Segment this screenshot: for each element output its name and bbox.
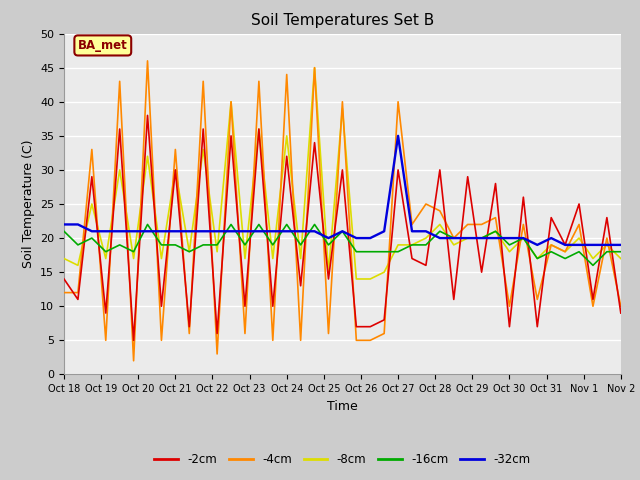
Text: BA_met: BA_met xyxy=(78,39,127,52)
Legend: -2cm, -4cm, -8cm, -16cm, -32cm: -2cm, -4cm, -8cm, -16cm, -32cm xyxy=(150,448,535,471)
Y-axis label: Soil Temperature (C): Soil Temperature (C) xyxy=(22,140,35,268)
Title: Soil Temperatures Set B: Soil Temperatures Set B xyxy=(251,13,434,28)
X-axis label: Time: Time xyxy=(327,400,358,413)
